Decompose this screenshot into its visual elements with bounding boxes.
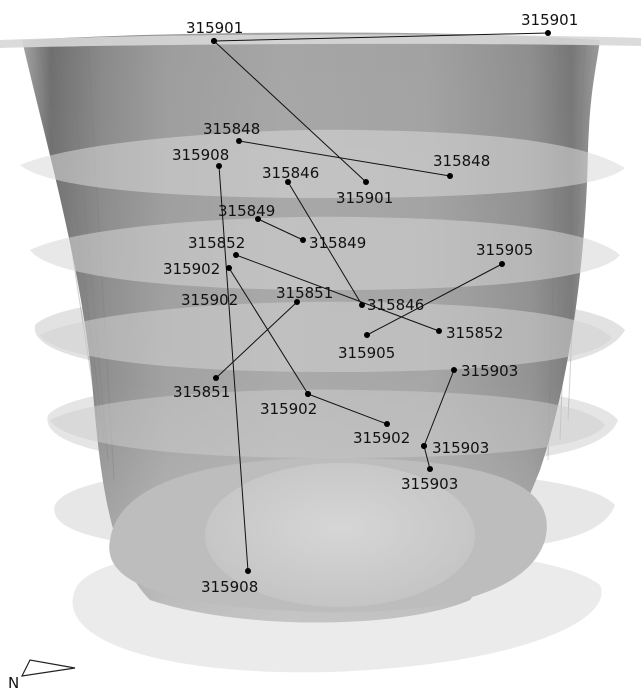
drillhole-315848-point <box>236 138 242 144</box>
drillhole-315908-point <box>216 163 222 169</box>
drillhole-label: 315846 <box>262 164 319 182</box>
drillhole-315901-segment <box>213 32 549 42</box>
drillhole-315902-point <box>305 391 311 397</box>
drillhole-label: 315852 <box>188 234 245 252</box>
drillhole-315901-segment <box>213 40 367 183</box>
drillhole-label: 315908 <box>172 146 229 164</box>
drillhole-label: 315903 <box>432 439 489 457</box>
drillhole-label: 315851 <box>276 284 333 302</box>
drillhole-315903-point <box>451 367 457 373</box>
drillhole-315908-point <box>245 568 251 574</box>
drillhole-label: 315902 <box>353 429 410 447</box>
drillhole-315848-segment <box>238 140 451 177</box>
drillhole-315901-point <box>363 179 369 185</box>
drillhole-315902-point <box>384 421 390 427</box>
drillhole-label: 315848 <box>433 152 490 170</box>
drillhole-315848-point <box>447 173 453 179</box>
pit-floor <box>109 457 547 613</box>
drillhole-label: 315903 <box>401 475 458 493</box>
drillhole-315849-segment <box>257 218 304 241</box>
drillhole-315846-point <box>285 179 291 185</box>
drillhole-315851-point <box>294 299 300 305</box>
drillhole-315901-point <box>211 38 217 44</box>
drillhole-label: 315852 <box>446 324 503 342</box>
drillhole-label: 315902 <box>260 400 317 418</box>
drillhole-315852-point <box>436 328 442 334</box>
drillhole-label: 315848 <box>203 120 260 138</box>
drillhole-labels: 315901 315901 315848 315908 315848 315846 3159… <box>163 11 578 596</box>
drillhole-traces <box>211 30 551 574</box>
drillhole-315902-point <box>226 265 232 271</box>
drillhole-315905-point <box>364 332 370 338</box>
drillhole-label: 315905 <box>338 344 395 362</box>
drillhole-315852-point <box>233 252 239 258</box>
bench-planes <box>20 129 625 458</box>
drillhole-315903-segment <box>423 445 431 470</box>
drillhole-315905-segment <box>366 263 503 336</box>
drillhole-label: 315846 <box>367 296 424 314</box>
drillhole-label: 315902 <box>181 291 238 309</box>
drillhole-315849-point <box>300 237 306 243</box>
drillhole-315849-point <box>255 216 261 222</box>
drillhole-label: 315908 <box>201 578 258 596</box>
drillhole-label: 315903 <box>461 362 518 380</box>
drillhole-315846-point <box>359 302 365 308</box>
drillhole-315902-segment <box>228 267 309 395</box>
drillhole-315903-point <box>427 466 433 472</box>
north-label: N <box>8 674 19 692</box>
drillhole-315902-segment <box>307 393 388 425</box>
drillhole-315903-segment <box>423 369 455 447</box>
drillhole-label: 315901 <box>336 189 393 207</box>
north-arrow-icon <box>20 659 76 677</box>
drillhole-315901-point <box>545 30 551 36</box>
drillhole-label: 315849 <box>218 202 275 220</box>
drillhole-label: 315849 <box>309 234 366 252</box>
drillhole-315851-segment <box>215 301 298 379</box>
drillhole-label: 315901 <box>521 11 578 29</box>
drillhole-label: 315901 <box>186 19 243 37</box>
drillhole-315852-segment <box>235 254 440 332</box>
pit-rim <box>0 34 641 48</box>
drillhole-label: 315905 <box>476 241 533 259</box>
drillhole-label: 315902 <box>163 260 220 278</box>
north-arrow: N <box>8 659 76 692</box>
drillhole-315903-point <box>421 443 427 449</box>
drillhole-315851-point <box>213 375 219 381</box>
drillhole-315846-segment <box>287 181 363 306</box>
drillhole-315905-point <box>499 261 505 267</box>
drillhole-label: 315851 <box>173 383 230 401</box>
drillhole-315908-segment <box>218 165 249 572</box>
